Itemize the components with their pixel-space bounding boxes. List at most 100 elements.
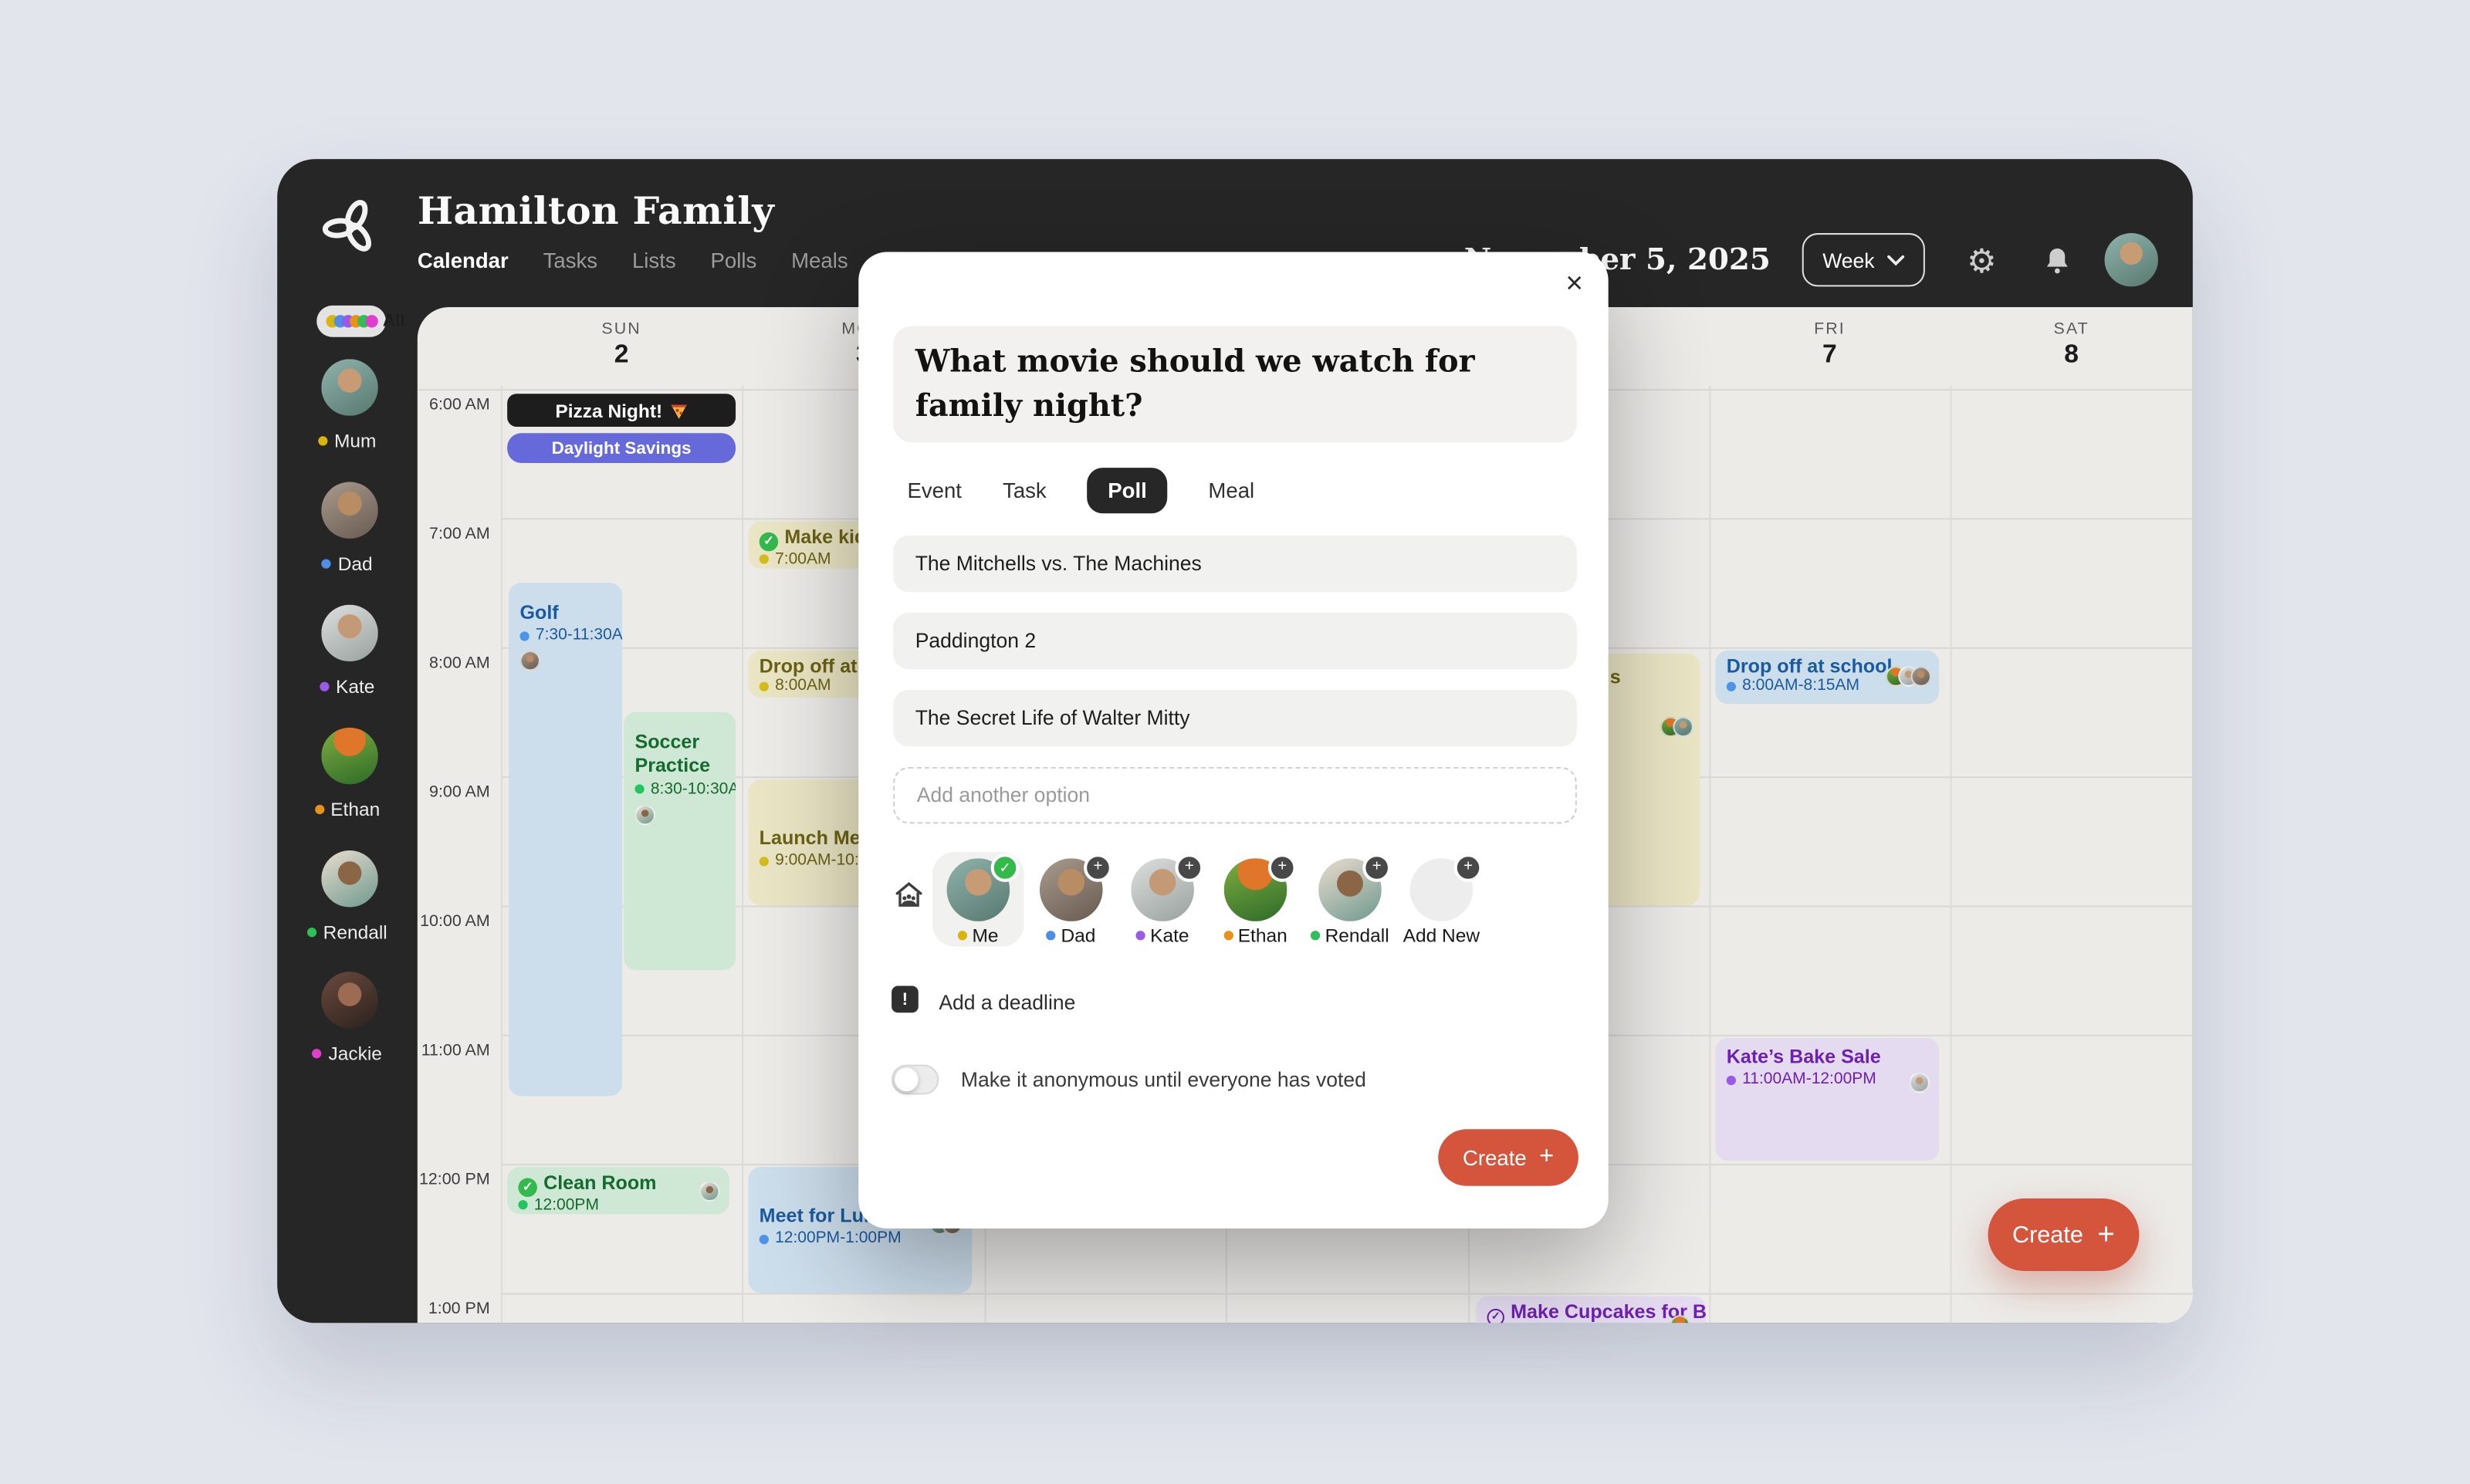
avatar-group	[1660, 716, 1693, 738]
event-daylight-savings[interactable]: Daylight Savings	[507, 433, 736, 463]
day-header-sun[interactable]: SUN 2	[601, 319, 641, 369]
sidebar-label-jackie: Jackie	[277, 1043, 418, 1065]
sidebar-label-ethan: Ethan	[277, 799, 418, 820]
check-outline-icon: ✓	[1487, 1307, 1504, 1323]
avatar-rendall	[699, 1181, 720, 1202]
day-header-fri[interactable]: FRI 7	[1814, 319, 1846, 369]
participant-rendall[interactable]: + Rendall	[1304, 852, 1396, 947]
sidebar-label-mum: Mum	[277, 430, 418, 452]
plus-icon: +	[1175, 854, 1204, 882]
sidebar-avatar-rendall[interactable]	[321, 850, 378, 908]
gear-icon[interactable]: ⚙	[1967, 243, 1997, 280]
close-icon[interactable]: ×	[1565, 267, 1584, 301]
participant-label: Kate	[1117, 925, 1208, 947]
sidebar-label-rendall: Rendall	[277, 921, 418, 943]
profile-avatar[interactable]	[2104, 233, 2158, 287]
avatar-kate	[1909, 1072, 1930, 1094]
main-nav: Calendar Tasks Lists Polls Meals	[418, 248, 848, 272]
create-button[interactable]: Create +	[1988, 1198, 2140, 1271]
poll-question-field[interactable]: What movie should we watch for family ni…	[893, 326, 1577, 443]
grid-line	[500, 386, 503, 1323]
time-label: 11:00 AM	[421, 1040, 490, 1060]
create-poll-modal: × What movie should we watch for family …	[858, 252, 1609, 1229]
sidebar-avatar-mum[interactable]	[321, 359, 378, 416]
nav-polls[interactable]: Polls	[710, 248, 757, 273]
event-pizza-night[interactable]: Pizza Night!	[507, 394, 736, 428]
home-family-icon	[895, 882, 922, 907]
bell-icon[interactable]	[2039, 242, 2076, 280]
day-header-sat[interactable]: SAT 8	[2053, 319, 2089, 369]
filter-all-button[interactable]: All	[316, 305, 405, 337]
check-icon: ✓	[990, 854, 1020, 882]
sidebar-label-dad: Dad	[277, 553, 418, 575]
participant-add-new[interactable]: + Add New	[1396, 852, 1487, 947]
tab-event[interactable]: Event	[907, 478, 962, 503]
nav-meals[interactable]: Meals	[791, 248, 848, 273]
time-label: 9:00 AM	[429, 783, 490, 802]
toggle-knob	[895, 1067, 919, 1092]
tab-meal[interactable]: Meal	[1208, 478, 1255, 503]
tab-task[interactable]: Task	[1003, 478, 1047, 503]
view-selector-button[interactable]: Week	[1802, 233, 1925, 287]
sidebar-avatar-kate[interactable]	[321, 604, 378, 662]
poll-option-2[interactable]: Paddington 2	[893, 612, 1577, 670]
plus-icon: +	[1362, 854, 1392, 882]
plus-icon: +	[1267, 854, 1297, 882]
tab-poll[interactable]: Poll	[1087, 468, 1168, 514]
modal-create-button[interactable]: Create +	[1438, 1129, 1578, 1186]
avatar-rendall	[634, 803, 655, 825]
poll-option-3[interactable]: The Secret Life of Walter Mitty	[893, 689, 1577, 747]
participant-label: Dad	[1026, 925, 1117, 947]
check-icon: ✓	[518, 1177, 537, 1196]
sidebar-avatar-ethan[interactable]	[321, 727, 378, 785]
time-label: 12:00 PM	[418, 1170, 490, 1189]
grid-line	[500, 1293, 2193, 1295]
event-clean-room[interactable]: ✓ Clean Room 12:00PM	[507, 1167, 729, 1215]
participant-label: Add New	[1402, 924, 1480, 947]
grid-line	[1709, 386, 1711, 1323]
participant-me[interactable]: ✓ Me	[932, 852, 1024, 947]
event-golf[interactable]: Golf 7:30-11:30A	[509, 583, 623, 1097]
poll-question-text: What movie should we watch for family ni…	[915, 343, 1475, 424]
add-deadline-button[interactable]: Add a deadline	[939, 990, 1076, 1015]
participant-ethan[interactable]: + Ethan	[1210, 852, 1301, 947]
add-option-input[interactable]: Add another option	[893, 766, 1577, 824]
time-label: 1:00 PM	[428, 1299, 490, 1319]
nav-calendar[interactable]: Calendar	[417, 248, 509, 273]
participant-dad[interactable]: + Dad	[1026, 852, 1117, 947]
chevron-down-icon	[1887, 254, 1905, 265]
sidebar-avatar-dad[interactable]	[321, 482, 378, 539]
participant-label: Rendall	[1304, 925, 1396, 947]
avatar-dad	[519, 650, 540, 671]
page-title: Hamilton Family	[417, 187, 775, 234]
time-label: 6:00 AM	[429, 395, 490, 414]
plus-icon: +	[1084, 854, 1112, 882]
deadline-icon: !	[892, 985, 919, 1013]
pizza-emoji-icon	[670, 404, 686, 418]
time-label: 10:00 AM	[420, 911, 490, 931]
event-drop-off-school[interactable]: Drop off at school 8:00AM-8:15AM	[1715, 650, 1940, 705]
participant-kate[interactable]: + Kate	[1117, 852, 1208, 947]
filter-all-label: All	[382, 312, 405, 331]
app-logo-icon	[322, 200, 371, 252]
time-label: 7:00 AM	[429, 524, 490, 544]
nav-lists[interactable]: Lists	[631, 248, 676, 273]
time-label: 8:00 AM	[429, 653, 490, 673]
event-make-cupcakes[interactable]: ✓Make Cupcakes for Bak	[1476, 1296, 1707, 1323]
check-icon: ✓	[759, 531, 779, 551]
anonymous-toggle[interactable]	[892, 1064, 939, 1095]
sidebar-avatar-jackie[interactable]	[321, 972, 378, 1029]
nav-tasks[interactable]: Tasks	[543, 248, 598, 273]
participant-label: Ethan	[1210, 925, 1301, 947]
anonymous-toggle-label: Make it anonymous until everyone has vot…	[960, 1067, 1366, 1092]
poll-option-1[interactable]: The Mitchells vs. The Machines	[893, 535, 1577, 593]
sidebar-label-kate: Kate	[277, 676, 418, 698]
event-soccer-practice[interactable]: Soccer Practice 8:30-10:30A	[624, 712, 736, 971]
event-bake-sale[interactable]: Kate’s Bake Sale 11:00AM-12:00PM	[1715, 1037, 1940, 1161]
type-tabs: Event Task Poll Meal	[907, 468, 1255, 514]
participant-label: Me	[932, 925, 1024, 947]
avatar-group	[1885, 666, 1932, 687]
view-selector-label: Week	[1822, 248, 1875, 272]
member-color-dots	[326, 315, 378, 328]
